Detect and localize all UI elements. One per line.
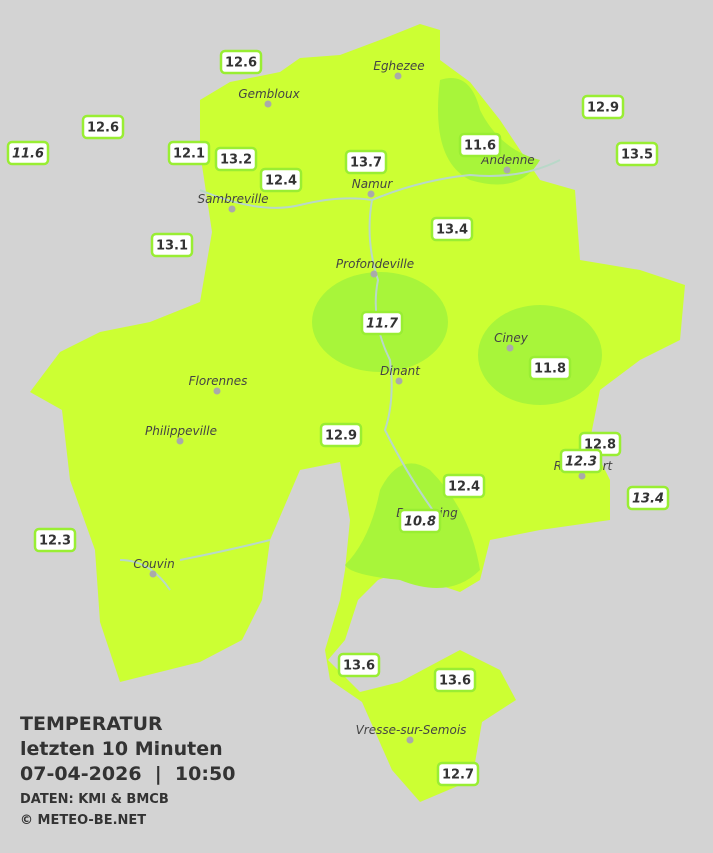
station-value: 12.4: [265, 174, 297, 189]
station-box: [528, 355, 572, 381]
station-value: 12.6: [87, 121, 119, 136]
city-label: Dinant: [380, 364, 421, 378]
station-value: 12.7: [442, 768, 474, 783]
city-dot: [395, 377, 403, 385]
city-label: Profondeville: [336, 257, 414, 271]
station-value: 13.1: [156, 239, 188, 254]
station-box: [442, 473, 486, 499]
city-dot: [506, 344, 514, 352]
station-value: 11.6: [464, 139, 496, 154]
station-value: 12.1: [173, 147, 205, 162]
legend-copyright: © METEO-BE.NET: [20, 813, 146, 828]
station-value: 12.9: [587, 101, 619, 116]
city-dot: [370, 270, 378, 278]
station-value: 12.9: [325, 429, 357, 444]
cool-zone: [478, 305, 602, 405]
cool-zone: [438, 78, 540, 185]
city-dot: [176, 437, 184, 445]
station-value: 10.8: [404, 515, 436, 530]
station-box: [219, 49, 263, 75]
city-label: Couvin: [133, 557, 174, 571]
city-label: Ciney: [494, 331, 529, 345]
station-box: [344, 149, 388, 175]
station-value: 13.6: [439, 674, 471, 689]
station-box: [81, 114, 125, 140]
city-label: Florennes: [189, 374, 248, 388]
station-value: 11.6: [12, 147, 44, 162]
station-box: [581, 94, 625, 120]
city-dot: [149, 570, 157, 578]
city-dot: [578, 472, 586, 480]
station-box: [559, 448, 603, 474]
city-label: Philippeville: [145, 424, 217, 438]
station-box: [430, 216, 474, 242]
station-box: [458, 132, 502, 158]
station-value: 13.6: [343, 659, 375, 674]
city-dot: [503, 166, 511, 174]
city-label: Namur: [352, 177, 394, 191]
province: [30, 24, 685, 802]
station-box: [615, 141, 659, 167]
station-value: 13.4: [436, 223, 468, 238]
station-box: [259, 167, 303, 193]
station-box: [150, 232, 194, 258]
legend-title: TEMPERATUR: [20, 713, 163, 735]
city-dot: [213, 387, 221, 395]
station-box: [319, 422, 363, 448]
station-layer: 12.6 12.6 11.6 12.1 13.2 12.4 13.7 11.6 12.9 13.5…: [6, 49, 670, 787]
city-dot: [367, 190, 375, 198]
station-box: [214, 146, 258, 172]
station-value: 11.7: [366, 317, 399, 332]
legend-subtitle: letzten 10 Minuten: [20, 738, 223, 760]
city-dot: [394, 72, 402, 80]
station-box: [360, 310, 404, 336]
city-dot: [264, 100, 272, 108]
legend-datetime: 07-04-2026 | 10:50: [20, 763, 235, 785]
station-value: 13.2: [220, 153, 252, 168]
station-box: [6, 140, 50, 166]
river: [119, 159, 561, 591]
station-value: 13.7: [350, 156, 382, 171]
city-label: Gembloux: [238, 87, 300, 101]
station-box: [33, 527, 77, 553]
station-value: 13.4: [632, 492, 664, 507]
station-value: 12.6: [225, 56, 257, 71]
station-box: [398, 508, 442, 534]
station-box: [436, 761, 480, 787]
station-value: 12.3: [565, 455, 597, 470]
city-dot: [406, 736, 414, 744]
station-box: [626, 485, 670, 511]
station-box: [167, 140, 211, 166]
legend-source: DATEN: KMI & BMCB: [20, 792, 169, 807]
city-label: Vresse-sur-Semois: [356, 723, 467, 737]
city-dot: [228, 205, 236, 213]
station-value: 12.3: [39, 534, 71, 549]
station-value: 12.4: [448, 480, 480, 495]
station-box: [433, 667, 477, 693]
station-box: [337, 652, 381, 678]
station-value: 11.8: [534, 362, 566, 377]
station-value: 13.5: [621, 148, 653, 163]
city-label: Sambreville: [197, 192, 268, 206]
city-label: Eghezee: [373, 59, 424, 73]
